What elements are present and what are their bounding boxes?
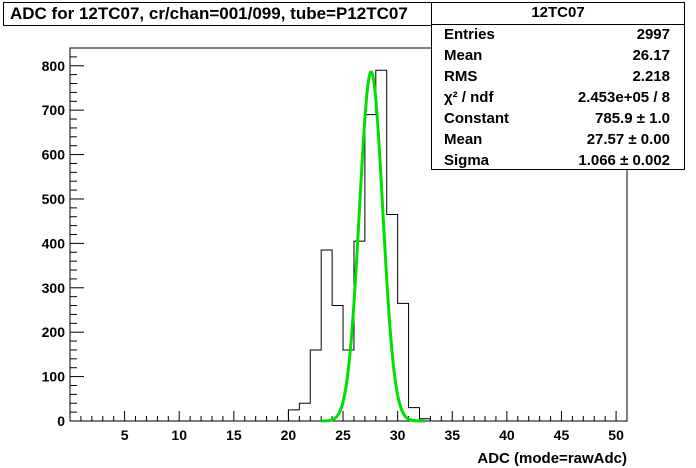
stats-row-rms: RMS 2.218	[432, 66, 684, 87]
stats-value: 27.57 ± 0.00	[586, 131, 670, 148]
stats-row-fit-mean: Mean 27.57 ± 0.00	[432, 129, 684, 150]
stats-label: Sigma	[444, 152, 490, 169]
y-tick-label: 600	[42, 147, 66, 163]
histogram-bin	[288, 410, 299, 421]
stats-label: χ² / ndf	[444, 89, 494, 106]
stats-value: 2.453e+05 / 8	[577, 89, 670, 106]
gaussian-fit-curve	[321, 70, 425, 423]
stats-row-entries: Entries 2997	[432, 24, 684, 45]
y-tick-label: 700	[42, 102, 66, 118]
x-tick-label: 25	[335, 427, 351, 443]
x-axis-label: ADC (mode=rawAdc)	[477, 450, 627, 467]
stats-row-constant: Constant 785.9 ± 1.0	[432, 108, 684, 129]
y-tick-label: 500	[42, 191, 66, 207]
stats-row-sigma: Sigma 1.066 ± 0.002	[432, 150, 684, 171]
histogram-bin	[310, 350, 321, 421]
stats-label: Mean	[444, 47, 483, 64]
x-tick-label: 35	[444, 427, 460, 443]
y-tick-label: 800	[42, 58, 66, 74]
y-tick-label: 100	[42, 369, 66, 385]
stats-row-mean: Mean 26.17	[432, 45, 684, 66]
stats-value: 785.9 ± 1.0	[595, 110, 670, 127]
histogram-bin	[365, 115, 376, 421]
x-tick-label: 15	[226, 427, 242, 443]
x-tick-label: 20	[281, 427, 297, 443]
stats-label: RMS	[444, 68, 478, 85]
x-tick-label: 5	[121, 427, 129, 443]
stats-value: 2.218	[632, 68, 670, 85]
x-tick-label: 45	[554, 427, 570, 443]
stats-value: 26.17	[632, 47, 670, 64]
stats-label: Constant	[444, 110, 509, 127]
y-tick-label: 300	[42, 280, 66, 296]
x-tick-label: 10	[171, 427, 187, 443]
stats-row-chi2: χ² / ndf 2.453e+05 / 8	[432, 87, 684, 108]
stats-box: 12TC07 Entries 2997 Mean 26.17 RMS 2.218…	[431, 2, 685, 170]
title-box: ADC for 12TC07, cr/chan=001/099, tube=P1…	[3, 2, 499, 26]
x-tick-label: 40	[499, 427, 515, 443]
histogram-bin	[299, 403, 310, 421]
stats-label: Mean	[444, 131, 483, 148]
y-tick-label: 200	[42, 324, 66, 340]
y-tick-label: 400	[42, 235, 66, 251]
stats-value: 2997	[636, 26, 670, 43]
stats-title: 12TC07	[432, 3, 684, 25]
x-tick-label: 30	[390, 427, 406, 443]
stats-value: 1.066 ± 0.002	[578, 152, 670, 169]
histogram-outline	[287, 69, 431, 421]
stats-label: Entries	[444, 26, 495, 43]
y-tick-label: 0	[57, 413, 65, 429]
chart-title: ADC for 12TC07, cr/chan=001/099, tube=P1…	[10, 4, 408, 23]
histogram-bin	[321, 250, 332, 421]
x-tick-label: 50	[608, 427, 624, 443]
